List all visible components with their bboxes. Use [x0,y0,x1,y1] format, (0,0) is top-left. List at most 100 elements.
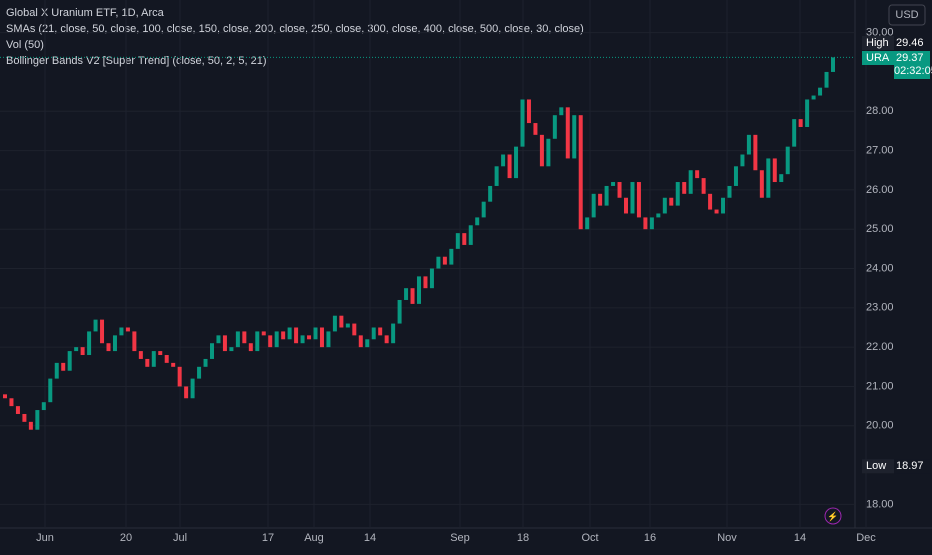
candle [475,217,480,226]
currency-button[interactable] [888,4,926,26]
candle [391,323,396,344]
high-badge-label: High [866,37,889,49]
candle [772,158,777,183]
candle [798,119,803,127]
candle [184,386,189,399]
candle [643,217,648,230]
candle [242,331,247,344]
lightning-icon[interactable] [824,507,842,525]
candle [197,366,202,379]
low-badge-label: Low [866,460,886,472]
low-badge-value: 18.97 [896,460,924,472]
time-label: Nov [717,532,737,544]
last-badge-value-bg [894,51,930,79]
candle [54,362,59,379]
price-label: 25.00 [866,223,894,235]
candle [138,351,143,359]
candle [526,99,531,124]
time-label: Oct [581,532,598,544]
price-label: 20.00 [866,420,894,432]
candle [48,378,53,403]
candle [100,319,105,344]
candle [669,197,674,206]
candle [261,331,266,336]
candle [177,366,182,387]
candle [708,193,713,210]
price-label: 28.00 [866,105,894,117]
candle [300,335,305,344]
countdown: 02:32:05 [894,65,932,77]
candle [235,331,240,348]
time-label: Jul [173,532,187,544]
candle [397,299,402,324]
candle [507,154,512,179]
candle [831,57,835,72]
candle [410,288,415,304]
time-label: 18 [517,532,529,544]
last-badge-value: 29.37 [896,52,924,64]
candle [656,213,661,218]
candle [345,323,350,328]
candle [255,331,260,352]
candle [145,358,150,367]
candle [67,351,72,371]
low-badge [862,459,894,474]
candle [404,288,409,300]
candle [604,185,609,206]
candle [35,410,40,430]
last-badge-label: URA [866,52,890,64]
candle [617,182,622,198]
candle [701,178,706,194]
candle [41,402,46,411]
candle [216,335,221,344]
price-label: 24.00 [866,262,894,274]
candle [319,327,324,348]
candle [87,331,92,356]
candle [559,107,564,116]
time-label: 16 [644,532,656,544]
price-label: 21.00 [866,380,894,392]
candle [248,343,253,352]
candle [15,406,20,414]
candle [268,335,273,348]
time-label: Sep [450,532,470,544]
candle [106,343,111,352]
candle [792,119,797,147]
candle [766,158,771,198]
candle [552,115,557,139]
candle [158,351,163,356]
currency[interactable]: USD [895,9,918,21]
candle [488,185,493,202]
candle [649,217,654,230]
candle [714,209,719,214]
candle [274,331,279,348]
candle [746,134,751,155]
low-badge-value-bg [894,459,930,474]
candle [481,201,486,218]
candle [811,95,816,100]
candle [533,123,538,135]
candle [294,327,299,344]
candle [93,319,98,332]
candle [675,182,680,206]
candle [80,347,85,356]
candle [501,154,506,167]
candle [598,193,603,206]
candle [378,327,383,336]
high-badge [862,36,894,50]
candle [307,335,312,340]
candle [190,378,195,399]
candle [287,327,292,340]
candle [352,323,357,336]
candle [417,276,421,304]
candle [753,134,758,171]
candle [572,115,577,159]
high-badge-value-bg [894,36,930,50]
candle [332,315,337,332]
candle [429,268,434,289]
candle [779,174,784,183]
price-label: 26.00 [866,184,894,196]
candle [805,99,810,127]
candle [682,182,687,194]
